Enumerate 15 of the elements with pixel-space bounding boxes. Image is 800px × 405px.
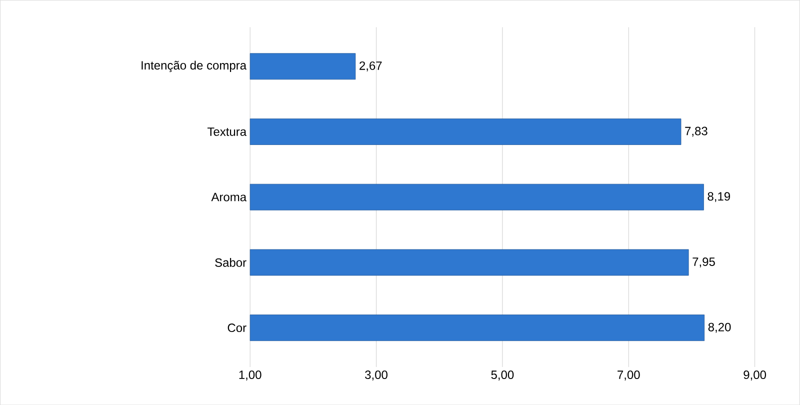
y-tick-label: Aroma (211, 192, 247, 202)
data-label: 8,20 (708, 322, 731, 333)
data-label: 7,95 (692, 257, 715, 268)
y-tick-label: Cor (228, 323, 246, 332)
y-tick-label: Intenção de compra (142, 60, 247, 72)
data-label: 8,19 (708, 192, 730, 202)
y-tick-label: Textura (207, 127, 247, 136)
data-label: 7,83 (685, 126, 708, 137)
x-tick-label: 5,00 (491, 370, 514, 380)
x-tick-label: 3,00 (365, 370, 388, 380)
data-label: 2,67 (360, 61, 382, 72)
x-tick-label: 1,00 (239, 370, 262, 380)
y-tick-label: Sabor (215, 258, 246, 267)
x-tick-label: 9,00 (744, 370, 766, 380)
x-tick-label: 7,00 (618, 370, 640, 380)
